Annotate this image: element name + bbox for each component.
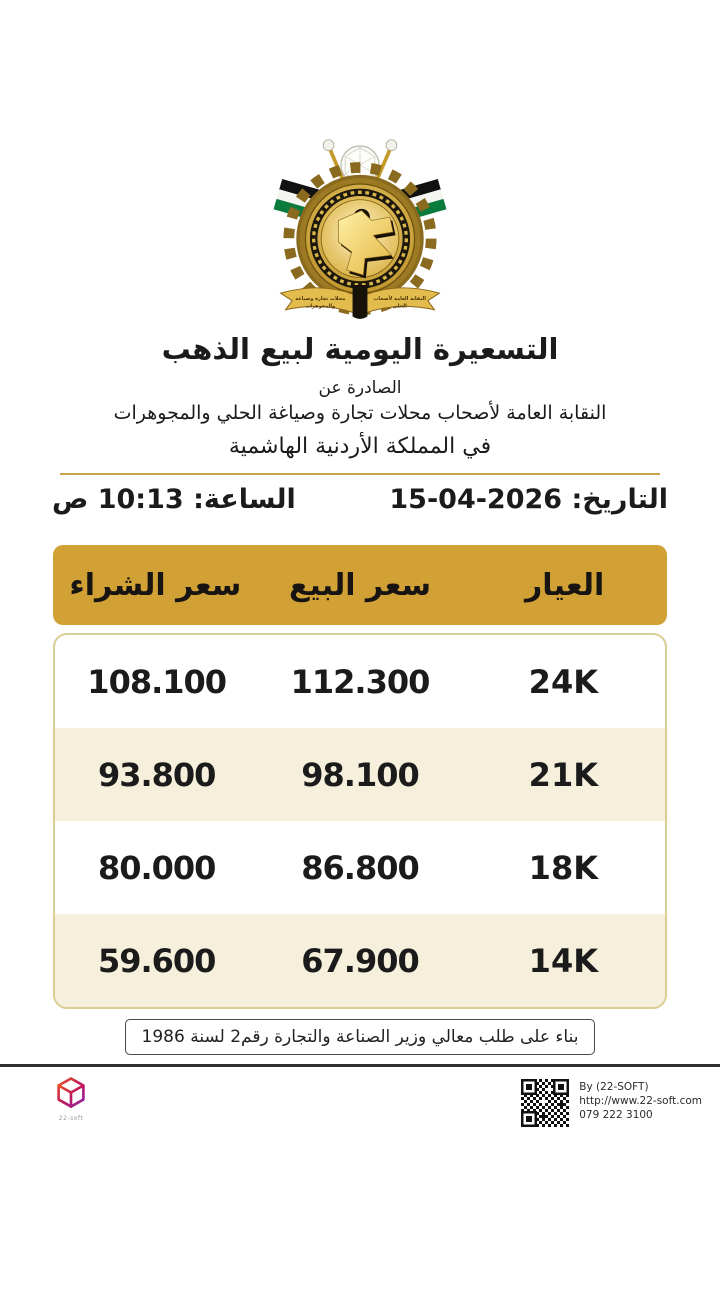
buy-price-cell: 93.800	[97, 755, 216, 794]
karat-cell: 21K	[528, 755, 598, 794]
credit-by: By (22-SOFT)	[579, 1081, 649, 1093]
gold-divider	[60, 473, 660, 475]
page-title: التسعيرة اليومية لبيع الذهب	[161, 332, 559, 366]
footer: 22-soft	[0, 1067, 720, 1130]
issuer-name: النقابة العامة لأصحاب محلات تجارة وصياغة…	[113, 402, 607, 424]
sell-price-cell: 98.100	[301, 755, 419, 794]
issued-by-label: الصادرة عن	[318, 378, 402, 398]
footer-divider	[0, 1064, 720, 1067]
jordan-map	[338, 208, 396, 279]
table-row-24k: 24K 112.300 108.100	[55, 635, 665, 728]
date-value: 15-04-2026	[389, 484, 563, 515]
time-label: الساعة:	[193, 484, 296, 515]
date-field: التاريخ: 15-04-2026	[389, 484, 668, 515]
time-field: الساعة: 10:13 ص	[52, 484, 296, 515]
col-header-buy: سعر الشراء	[69, 567, 242, 603]
ribbon-banner: النقابة العامة لأصحاب الحلي محلات تجارة …	[279, 284, 441, 319]
datetime-row: التاريخ: 15-04-2026 الساعة: 10:13 ص	[0, 484, 720, 515]
buy-price-cell: 59.600	[97, 941, 216, 980]
time-value: 10:13	[97, 484, 184, 515]
ribbon-text-left-2: والمجوهرات	[305, 303, 335, 309]
credit-block: By (22-SOFT) http://www.22-soft.com 079 …	[518, 1076, 702, 1130]
logo-wrap: النقابة العامة لأصحاب الحلي محلات تجارة …	[0, 0, 720, 330]
ribbon-text-right-1: النقابة العامة لأصحاب	[373, 295, 426, 302]
date-label: التاريخ:	[571, 484, 669, 515]
karat-cell: 14K	[528, 941, 598, 980]
ministerial-note: بناء على طلب معالي وزير الصناعة والتجارة…	[124, 1019, 596, 1055]
ribbon-text-left-1: محلات تجارة وصياغة	[295, 296, 345, 302]
region-line: في المملكة الأردنية الهاشمية	[228, 434, 492, 459]
company-logo-block: 22-soft	[54, 1076, 88, 1122]
col-header-sell: سعر البيع	[288, 567, 432, 603]
sell-price-cell: 67.900	[301, 941, 419, 980]
ribbon-text-right-2: الحلي	[393, 303, 407, 309]
time-period: ص	[52, 484, 89, 515]
price-table-body: 24K 112.300 108.100 21K 98.100 93.800 18…	[53, 633, 667, 1009]
table-row-21k: 21K 98.100 93.800	[55, 728, 665, 821]
buy-price-cell: 80.000	[97, 848, 216, 887]
sell-price-cell: 112.300	[290, 662, 431, 701]
cube-logo-caption: 22-soft	[58, 1115, 84, 1122]
syndicate-emblem: النقابة العامة لأصحاب الحلي محلات تجارة …	[273, 139, 447, 319]
karat-cell: 24K	[528, 662, 598, 701]
sell-price-cell: 86.800	[301, 848, 419, 887]
price-table-header: العيار سعر البيع سعر الشراء	[53, 545, 667, 625]
col-header-karat: العيار	[525, 567, 605, 603]
cube-logo-icon	[57, 1077, 85, 1108]
qr-code-icon	[518, 1076, 573, 1130]
credit-text: By (22-SOFT) http://www.22-soft.com 079 …	[579, 1076, 702, 1123]
buy-price-cell: 108.100	[87, 662, 227, 701]
credit-phone: 079 222 3100	[579, 1109, 653, 1122]
karat-cell: 18K	[528, 848, 598, 887]
credit-website: http://www.22-soft.com	[579, 1095, 702, 1108]
table-row-18k: 18K 86.800 80.000	[55, 821, 665, 914]
table-row-14k: 14K 67.900 59.600	[55, 914, 665, 1007]
